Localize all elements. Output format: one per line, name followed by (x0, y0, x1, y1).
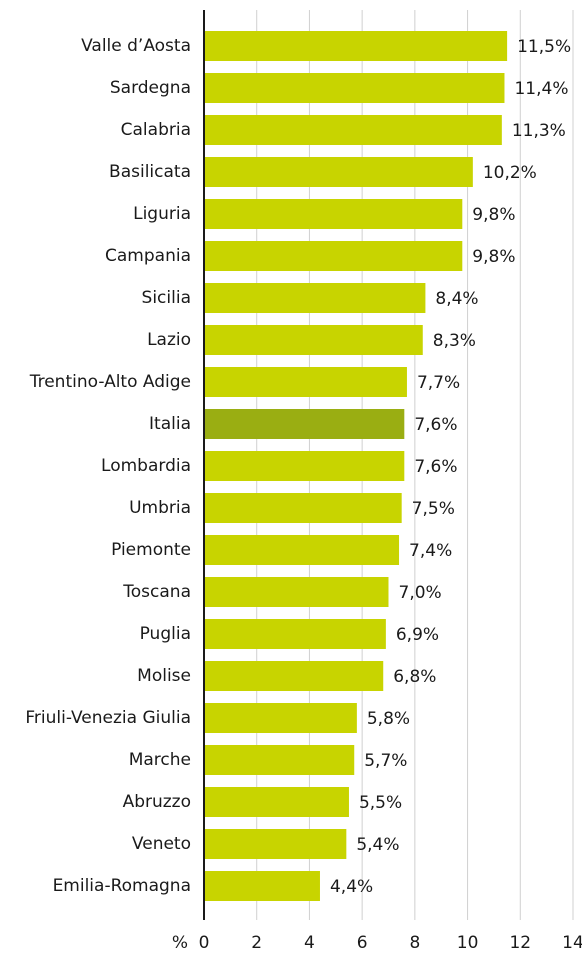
bar (204, 115, 502, 145)
x-tick-label: 4 (304, 933, 315, 953)
x-tick-label: 14 (562, 933, 582, 953)
value-label: 11,4% (514, 79, 568, 99)
y-tick-label: Marche (129, 750, 191, 770)
bar (204, 661, 384, 691)
x-tick-label: 6 (357, 933, 368, 953)
value-label: 5,7% (364, 751, 407, 771)
y-tick-label: Lazio (147, 330, 191, 350)
value-label: 11,3% (512, 121, 566, 141)
y-tick-label: Valle d’Aosta (81, 36, 191, 56)
y-tick-label: Piemonte (111, 540, 191, 560)
x-axis-label: % (172, 933, 188, 953)
y-tick-label: Liguria (133, 204, 191, 224)
value-label: 7,7% (417, 373, 460, 393)
y-tick-label: Calabria (121, 120, 191, 140)
value-label: 9,8% (472, 247, 515, 267)
bar (204, 73, 505, 103)
y-tick-label: Veneto (132, 834, 191, 854)
bar (204, 283, 426, 313)
y-tick-label: Sardegna (110, 78, 191, 98)
x-tick-label: 10 (457, 933, 479, 953)
y-tick-label: Puglia (140, 624, 191, 644)
bar (204, 745, 355, 775)
y-tick-label: Lombardia (101, 456, 191, 476)
y-tick-label: Molise (137, 666, 191, 686)
bar (204, 535, 400, 565)
value-label: 5,4% (356, 835, 399, 855)
bar (204, 577, 389, 607)
value-label: 7,4% (409, 541, 452, 561)
y-tick-label: Toscana (122, 582, 191, 602)
value-label: 5,5% (359, 793, 402, 813)
bar (204, 703, 357, 733)
bar (204, 241, 463, 271)
y-tick-label: Campania (105, 246, 191, 266)
bar (204, 493, 402, 523)
y-tick-label: Trentino-Alto Adige (29, 372, 191, 392)
bar (204, 199, 463, 229)
y-tick-label: Emilia-Romagna (53, 876, 191, 896)
value-label: 7,6% (414, 415, 457, 435)
value-label: 6,9% (396, 625, 439, 645)
value-label: 7,5% (412, 499, 455, 519)
bar (204, 409, 405, 439)
bar (204, 829, 347, 859)
value-label: 5,8% (367, 709, 410, 729)
bar (204, 871, 320, 901)
value-label: 10,2% (483, 163, 537, 183)
value-label: 8,3% (433, 331, 476, 351)
x-tick-label: 8 (409, 933, 420, 953)
bar (204, 325, 423, 355)
y-tick-label: Sicilia (142, 288, 191, 308)
bar (204, 787, 349, 817)
bar (204, 157, 473, 187)
x-tick-label: 2 (251, 933, 262, 953)
value-label: 11,5% (517, 37, 571, 57)
value-label: 7,0% (399, 583, 442, 603)
y-tick-label: Friuli-Venezia Giulia (25, 708, 191, 728)
value-label: 6,8% (393, 667, 436, 687)
y-tick-label: Basilicata (109, 162, 191, 182)
y-tick-label: Umbria (129, 498, 191, 518)
value-label: 9,8% (472, 205, 515, 225)
value-label: 4,4% (330, 877, 373, 897)
value-label: 7,6% (414, 457, 457, 477)
value-label: 8,4% (435, 289, 478, 309)
bar (204, 367, 407, 397)
x-tick-label: 12 (509, 933, 531, 953)
x-tick-label: 0 (199, 933, 210, 953)
bar (204, 451, 405, 481)
y-tick-label: Abruzzo (123, 792, 191, 812)
y-tick-label: Italia (149, 414, 191, 434)
bar (204, 31, 508, 61)
bar (204, 619, 386, 649)
